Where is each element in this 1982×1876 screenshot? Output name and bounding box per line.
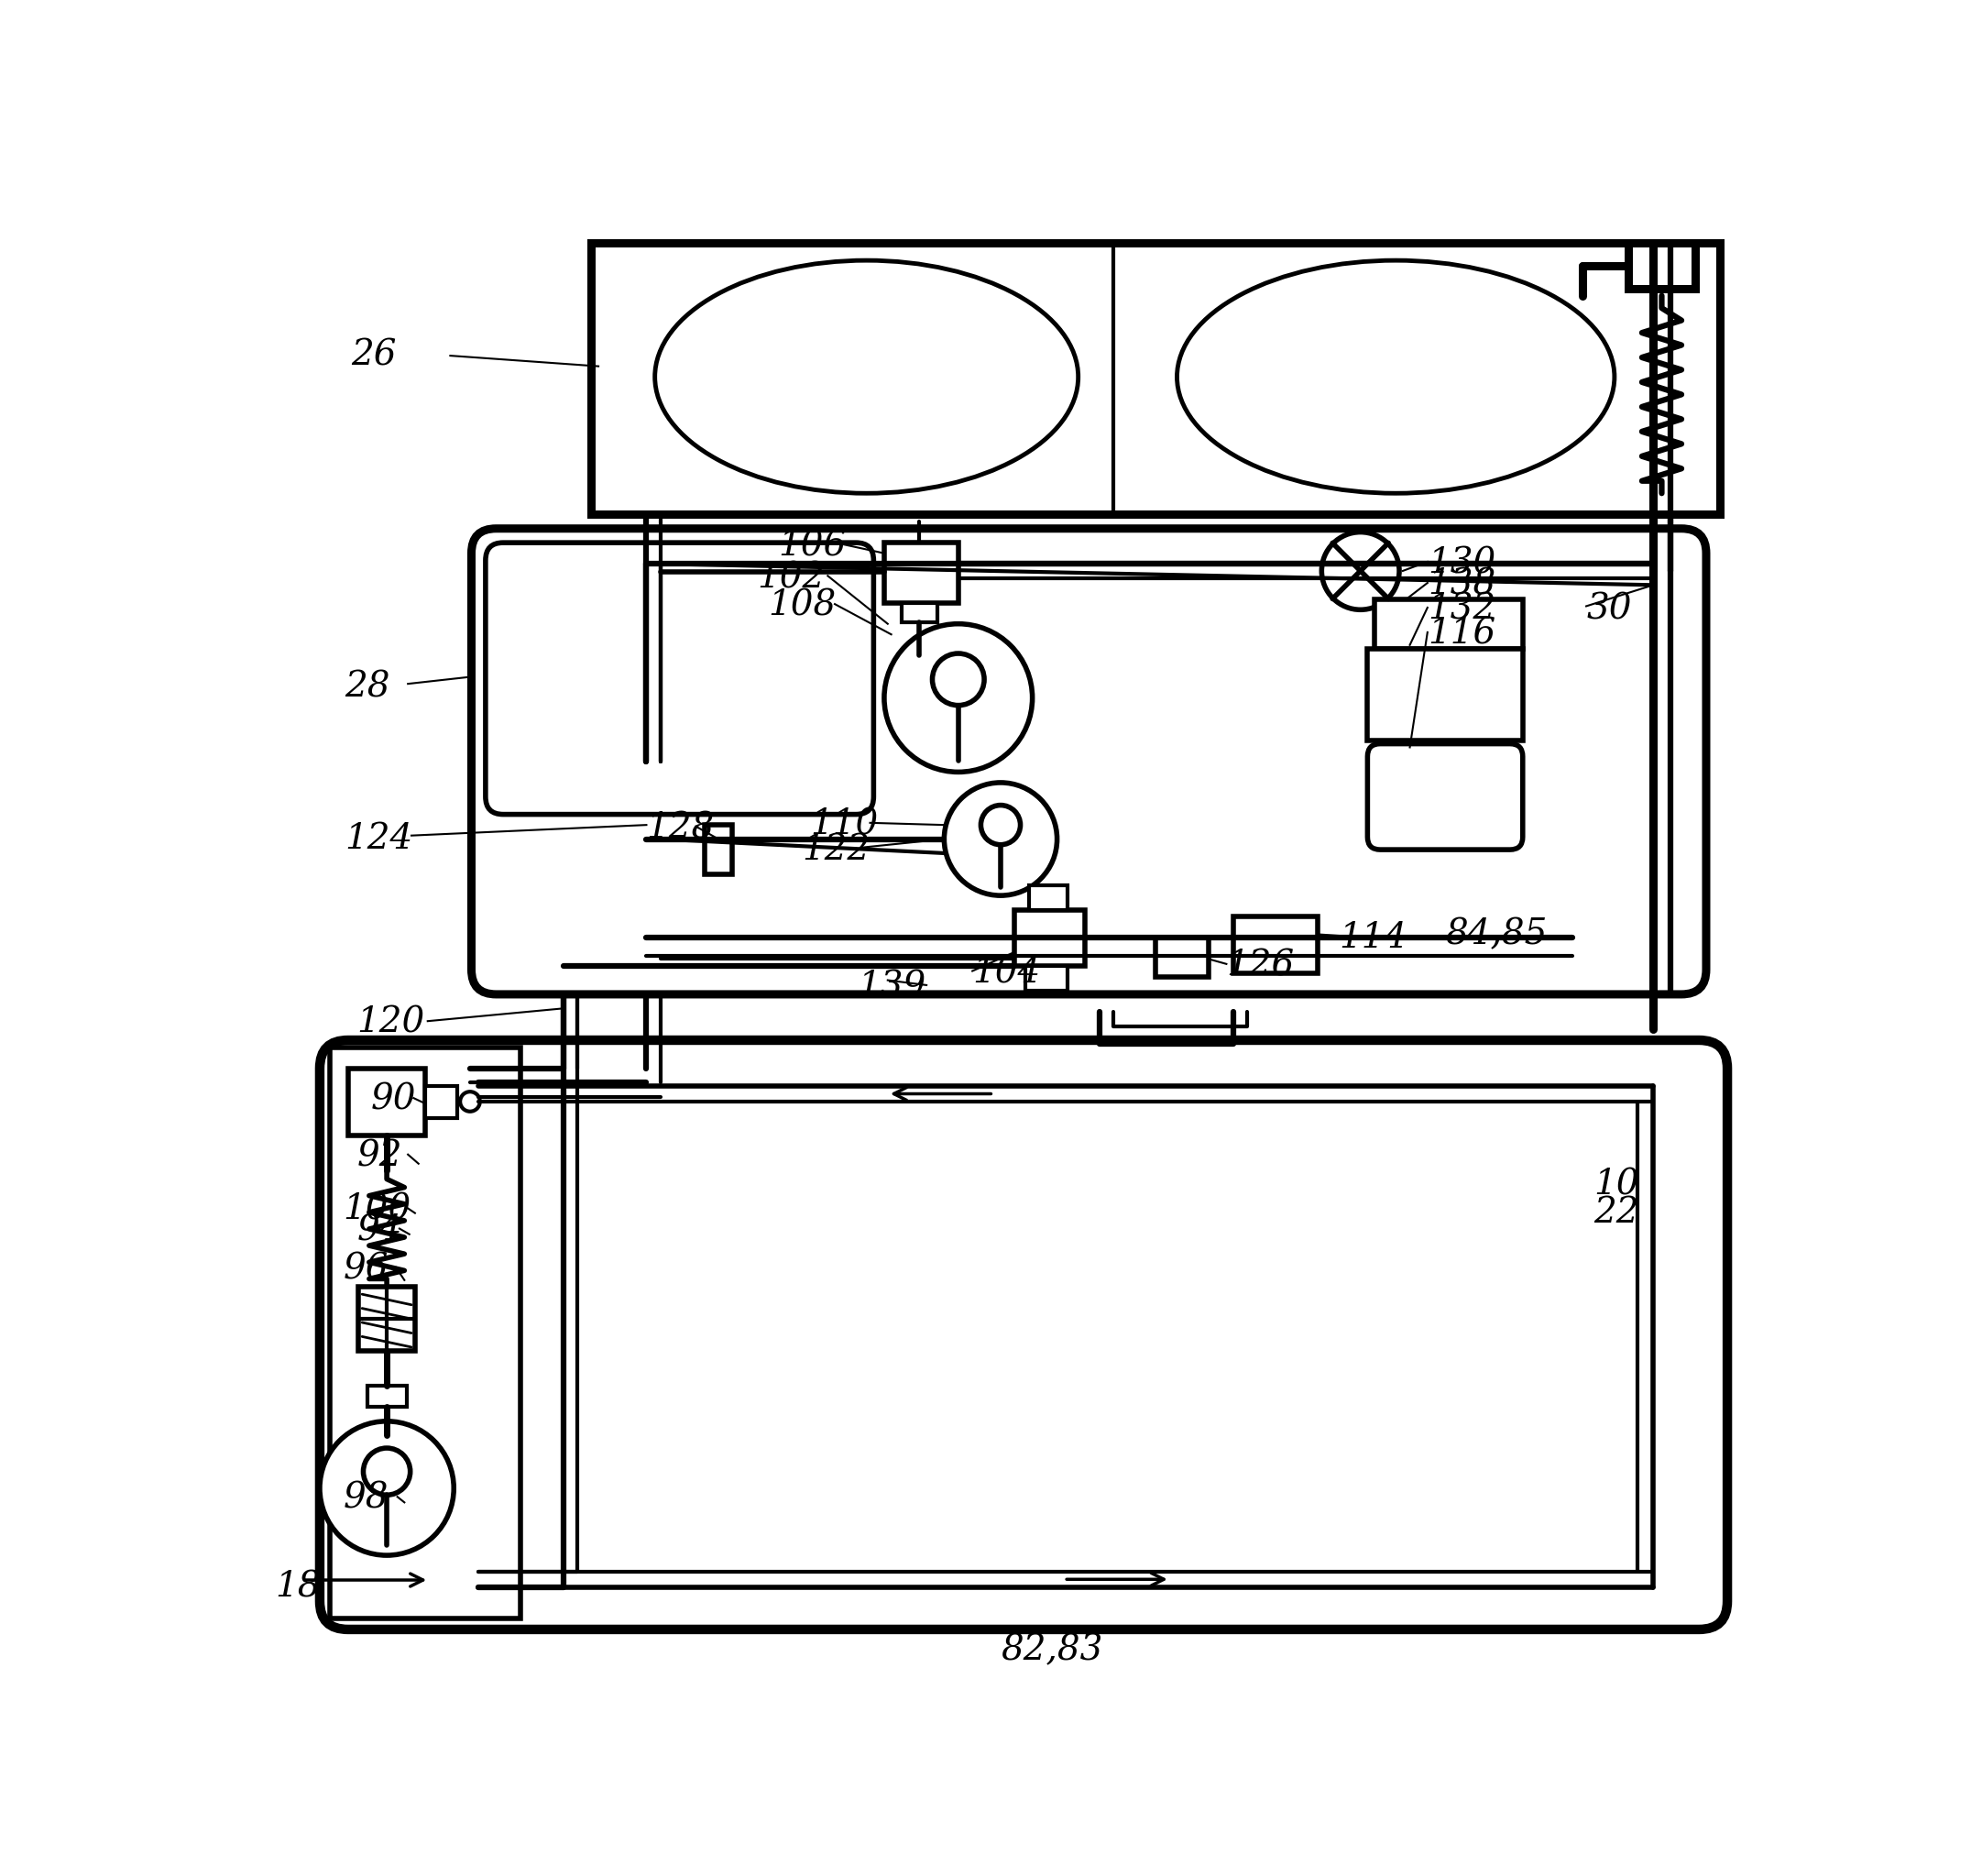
Circle shape (932, 653, 985, 705)
Bar (369, 1386, 406, 1407)
Text: 128: 128 (646, 812, 714, 846)
FancyBboxPatch shape (319, 1039, 1728, 1630)
Circle shape (460, 1092, 480, 1111)
Text: 122: 122 (801, 833, 870, 867)
Text: 108: 108 (767, 589, 836, 623)
Text: 94: 94 (357, 1214, 402, 1248)
Circle shape (319, 1422, 454, 1555)
Text: 22: 22 (1594, 1197, 1639, 1231)
Bar (331, 1047, 521, 1619)
Text: 96: 96 (343, 1253, 388, 1287)
Circle shape (363, 1448, 410, 1495)
Bar (1368, 649, 1522, 741)
Circle shape (906, 649, 932, 675)
Ellipse shape (654, 261, 1078, 493)
Bar (1156, 938, 1209, 977)
Text: 130: 130 (1427, 548, 1496, 582)
FancyBboxPatch shape (486, 542, 874, 814)
Bar (349, 1069, 426, 1135)
Text: 82,83: 82,83 (1001, 1634, 1102, 1668)
Bar (1376, 598, 1522, 649)
Text: 26: 26 (351, 340, 396, 373)
Circle shape (943, 782, 1056, 895)
Text: 10: 10 (1594, 1169, 1639, 1203)
Text: 18: 18 (275, 1570, 321, 1604)
Text: 106: 106 (779, 529, 846, 563)
Ellipse shape (1177, 261, 1615, 493)
Bar (359, 1287, 414, 1351)
Text: 124: 124 (345, 822, 412, 855)
Text: 138: 138 (1427, 568, 1496, 602)
Circle shape (1322, 533, 1399, 610)
Circle shape (981, 805, 1021, 844)
FancyBboxPatch shape (472, 529, 1707, 994)
Text: 104: 104 (973, 957, 1041, 991)
Bar (884, 542, 957, 602)
Text: 116: 116 (1427, 617, 1496, 651)
Text: 100: 100 (343, 1193, 410, 1227)
Text: 132: 132 (1427, 593, 1496, 627)
Bar (1029, 885, 1068, 910)
FancyBboxPatch shape (1368, 743, 1522, 850)
Text: 102: 102 (757, 561, 825, 595)
Bar (704, 825, 733, 874)
Text: 92: 92 (357, 1139, 402, 1174)
Text: 110: 110 (811, 809, 878, 842)
Text: 90: 90 (371, 1082, 416, 1116)
Text: 114: 114 (1340, 921, 1407, 955)
Text: 98: 98 (343, 1482, 388, 1516)
Text: 30: 30 (1586, 593, 1631, 627)
Text: 120: 120 (357, 1006, 426, 1039)
Bar (1233, 917, 1318, 974)
Text: 84,85: 84,85 (1445, 917, 1548, 951)
Bar (1629, 242, 1695, 289)
Bar (426, 1086, 458, 1118)
Text: 28: 28 (345, 670, 390, 704)
Text: 126: 126 (1227, 949, 1294, 983)
Bar (1025, 966, 1068, 991)
Circle shape (884, 625, 1033, 773)
Bar (1015, 910, 1086, 966)
Bar (902, 602, 937, 623)
Bar (591, 242, 1720, 514)
Text: 139: 139 (858, 970, 926, 1004)
